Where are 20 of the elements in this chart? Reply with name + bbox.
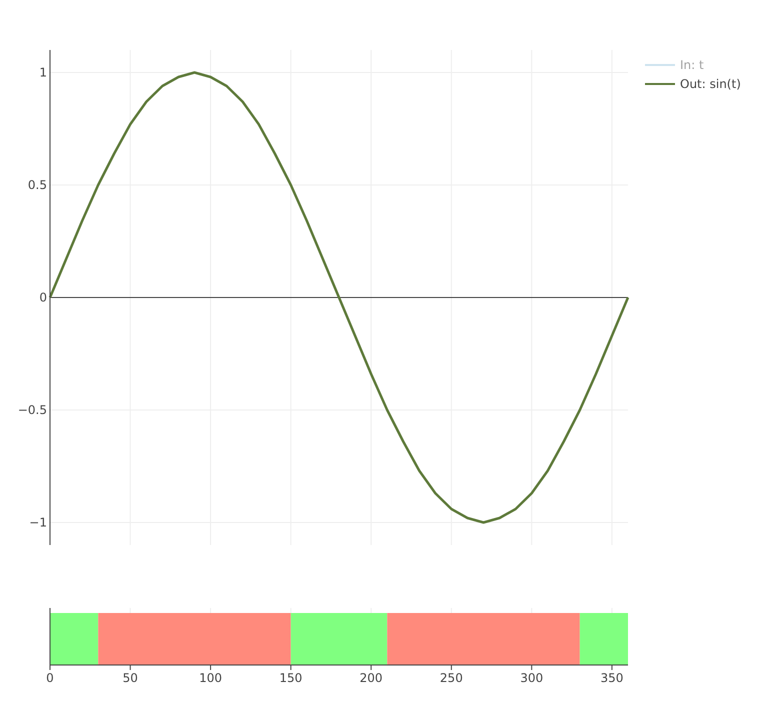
x-tick-label: 100 (199, 671, 222, 685)
bar (387, 613, 580, 665)
x-tick-label: 350 (600, 671, 624, 685)
x-tick-label: 50 (122, 671, 138, 685)
y-tick-label: 0 (39, 290, 47, 305)
legend-label: Out: sin(t) (680, 77, 741, 92)
y-tick-label: −0.5 (18, 403, 47, 418)
bar (98, 613, 291, 665)
y-tick-label: 0.5 (28, 178, 47, 192)
x-tick-label: 200 (360, 671, 383, 685)
y-tick-label: 1 (39, 66, 47, 80)
x-tick-label: 250 (440, 671, 463, 685)
line-series (48, 71, 630, 524)
x-tick-label: 300 (520, 671, 544, 685)
legend-label: In: t (680, 58, 704, 72)
bar (580, 613, 628, 665)
x-tick-label: 150 (279, 671, 302, 685)
bar (290, 613, 388, 665)
y-tick-label: −1 (29, 516, 47, 530)
bar (50, 613, 98, 665)
